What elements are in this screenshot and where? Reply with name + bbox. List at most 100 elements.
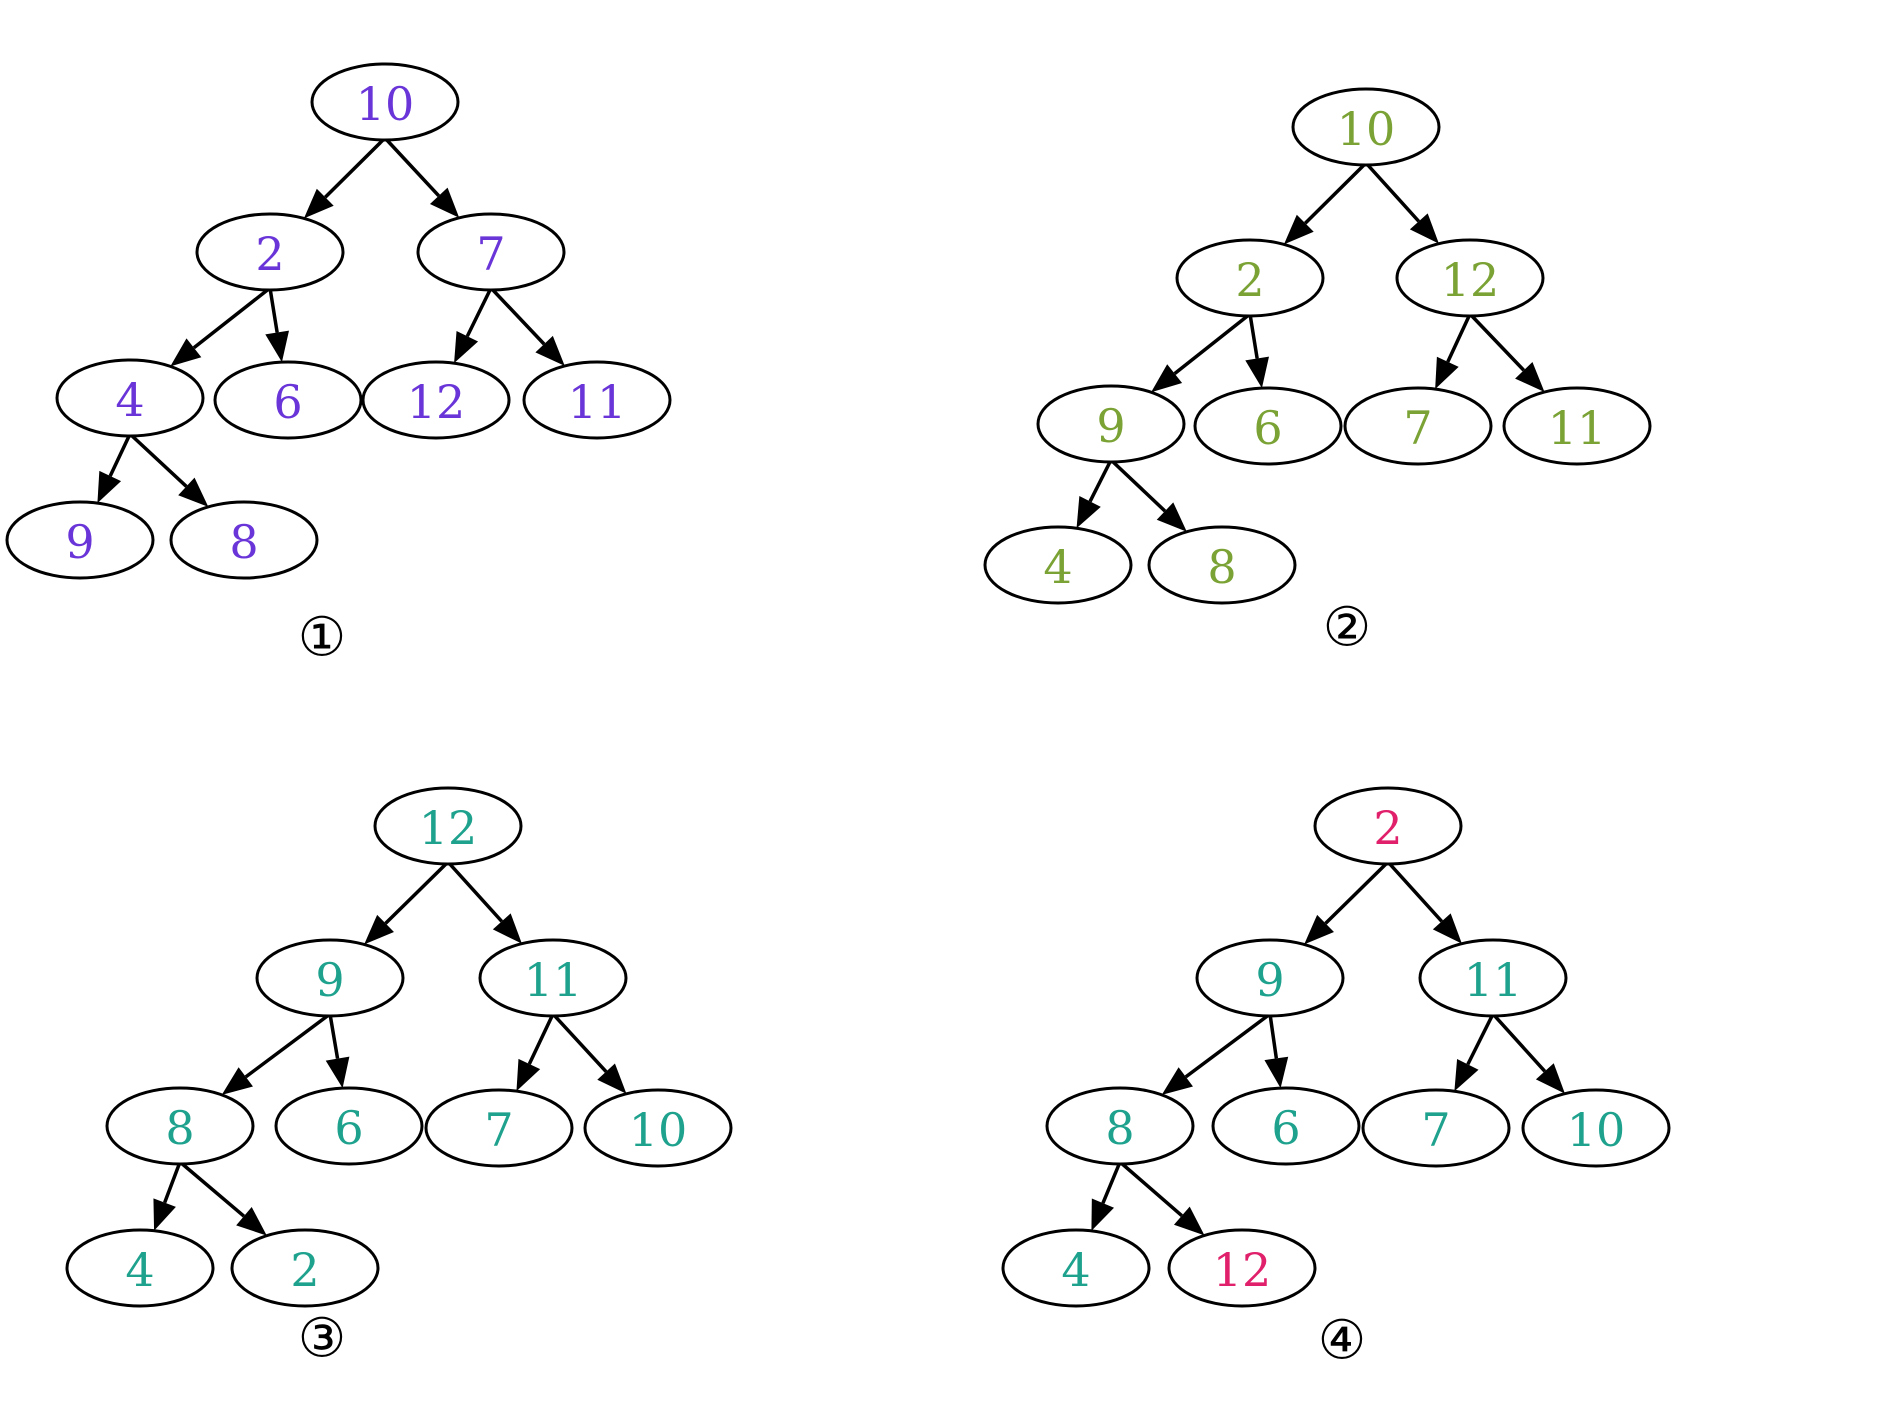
heap-node-8: 8 (1045, 1086, 1195, 1166)
node-ellipse (65, 1228, 215, 1308)
edge-2-to-9-arrowhead (1304, 914, 1334, 945)
heap-node-7: 7 (1361, 1088, 1511, 1168)
edge-4-to-9 (108, 433, 132, 477)
node-ellipse (583, 1088, 733, 1168)
node-ellipse (310, 62, 460, 142)
node-ellipse (230, 1228, 380, 1308)
node-ellipse (1418, 938, 1568, 1018)
node-label: 10 (629, 1103, 688, 1157)
node-label: 11 (1548, 401, 1607, 455)
heap-node-4: 4 (65, 1228, 215, 1308)
node-label: 12 (419, 801, 478, 855)
heap-node-9: 9 (255, 938, 405, 1018)
edge-7-to-12-arrowhead (454, 330, 479, 364)
node-ellipse (1361, 1088, 1511, 1168)
edge-9-to-4 (1088, 459, 1113, 503)
step-caption: ④ (1318, 1309, 1366, 1372)
node-ellipse (1291, 87, 1441, 167)
node-label: 4 (115, 373, 144, 427)
edge-10-to-7 (383, 136, 441, 198)
edge-2-to-9 (1173, 312, 1252, 376)
heap-node-7: 7 (416, 212, 566, 292)
node-label: 11 (568, 375, 627, 429)
edge-12-to-9-arrowhead (364, 914, 394, 945)
node-ellipse (274, 1086, 424, 1166)
edge-7-to-12 (465, 287, 493, 338)
node-ellipse (255, 938, 405, 1018)
node-ellipse (169, 500, 319, 580)
edge-9-to-8 (1109, 458, 1167, 513)
node-ellipse (1395, 238, 1545, 318)
edge-10-to-2-arrowhead (303, 188, 334, 219)
heap-node-2: 2 (1175, 238, 1325, 318)
node-ellipse (1001, 1228, 1151, 1308)
edge-11-to-10-arrowhead (597, 1063, 627, 1094)
edge-2-to-6 (1248, 313, 1259, 359)
node-label: 9 (1096, 399, 1125, 453)
heap-node-12: 12 (1395, 238, 1545, 318)
edge-8-to-2-arrowhead (236, 1207, 267, 1236)
node-ellipse (1193, 386, 1343, 466)
heap-node-4: 4 (1001, 1228, 1151, 1308)
edge-12-to-9 (384, 860, 450, 925)
heap-node-12: 12 (361, 360, 511, 440)
node-ellipse (1521, 1088, 1671, 1168)
edge-2-to-4-arrowhead (170, 338, 202, 367)
edge-2-to-4 (192, 286, 272, 350)
edge-10-to-2 (1304, 161, 1368, 225)
edge-12-to-11-arrowhead (1515, 361, 1545, 392)
edge-4-to-8-arrowhead (178, 477, 209, 507)
node-ellipse (195, 212, 345, 292)
node-ellipse (1045, 1086, 1195, 1166)
node-label: 10 (1567, 1103, 1626, 1157)
edge-11-to-7-arrowhead (516, 1058, 541, 1092)
edge-8-to-2 (178, 1160, 246, 1218)
edge-9-to-8 (1184, 1012, 1272, 1079)
edge-2-to-9-arrowhead (1151, 364, 1183, 393)
node-label: 9 (315, 953, 344, 1007)
node-ellipse (416, 212, 566, 292)
node-label: 8 (165, 1101, 194, 1155)
edge-9-to-8-arrowhead (221, 1067, 253, 1095)
edge-10-to-7-arrowhead (429, 187, 460, 218)
node-label: 4 (1061, 1243, 1090, 1297)
node-ellipse (522, 360, 672, 440)
edge-12-to-7 (1446, 313, 1472, 363)
edge-11-to-10 (551, 1012, 608, 1073)
node-label: 9 (65, 515, 94, 569)
node-ellipse (1502, 386, 1652, 466)
node-ellipse (373, 786, 523, 866)
node-label: 4 (125, 1243, 154, 1297)
node-label: 7 (484, 1103, 513, 1157)
node-ellipse (1175, 238, 1325, 318)
node-label: 12 (1213, 1243, 1272, 1297)
heap-node-11: 11 (478, 938, 628, 1018)
edge-4-to-8 (128, 432, 188, 488)
edge-11-to-7-arrowhead (1454, 1059, 1479, 1092)
heap-node-4: 4 (983, 525, 1133, 605)
tree-3: 12 9 11 8 6 7 10 4 2 ③ (65, 786, 733, 1370)
node-label: 11 (524, 953, 583, 1007)
heap-node-11: 11 (1418, 938, 1568, 1018)
node-ellipse (5, 500, 155, 580)
node-label: 4 (1043, 540, 1072, 594)
node-ellipse (1036, 384, 1186, 464)
heap-node-11: 11 (1502, 386, 1652, 466)
heap-node-6: 6 (213, 360, 363, 440)
node-label: 12 (1441, 253, 1500, 307)
node-ellipse (478, 938, 628, 1018)
node-ellipse (1167, 1228, 1317, 1308)
step-caption: ① (298, 606, 346, 669)
tree-4: 2 9 11 8 6 7 10 4 12 ④ (1001, 786, 1671, 1372)
node-label: 10 (356, 77, 415, 131)
node-label: 8 (1105, 1101, 1134, 1155)
edge-2-to-6 (268, 287, 279, 333)
edge-9-to-8-arrowhead (1161, 1067, 1193, 1095)
edge-11-to-7 (527, 1013, 555, 1065)
heap-node-6: 6 (1193, 386, 1343, 466)
node-ellipse (1313, 786, 1463, 866)
edge-7-to-11 (489, 286, 546, 346)
edge-2-to-9 (1324, 860, 1390, 925)
node-ellipse (1147, 525, 1297, 605)
